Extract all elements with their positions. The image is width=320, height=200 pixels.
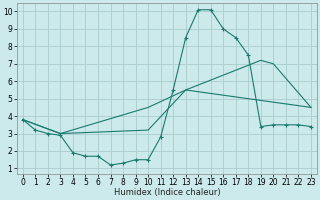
- X-axis label: Humidex (Indice chaleur): Humidex (Indice chaleur): [114, 188, 220, 197]
